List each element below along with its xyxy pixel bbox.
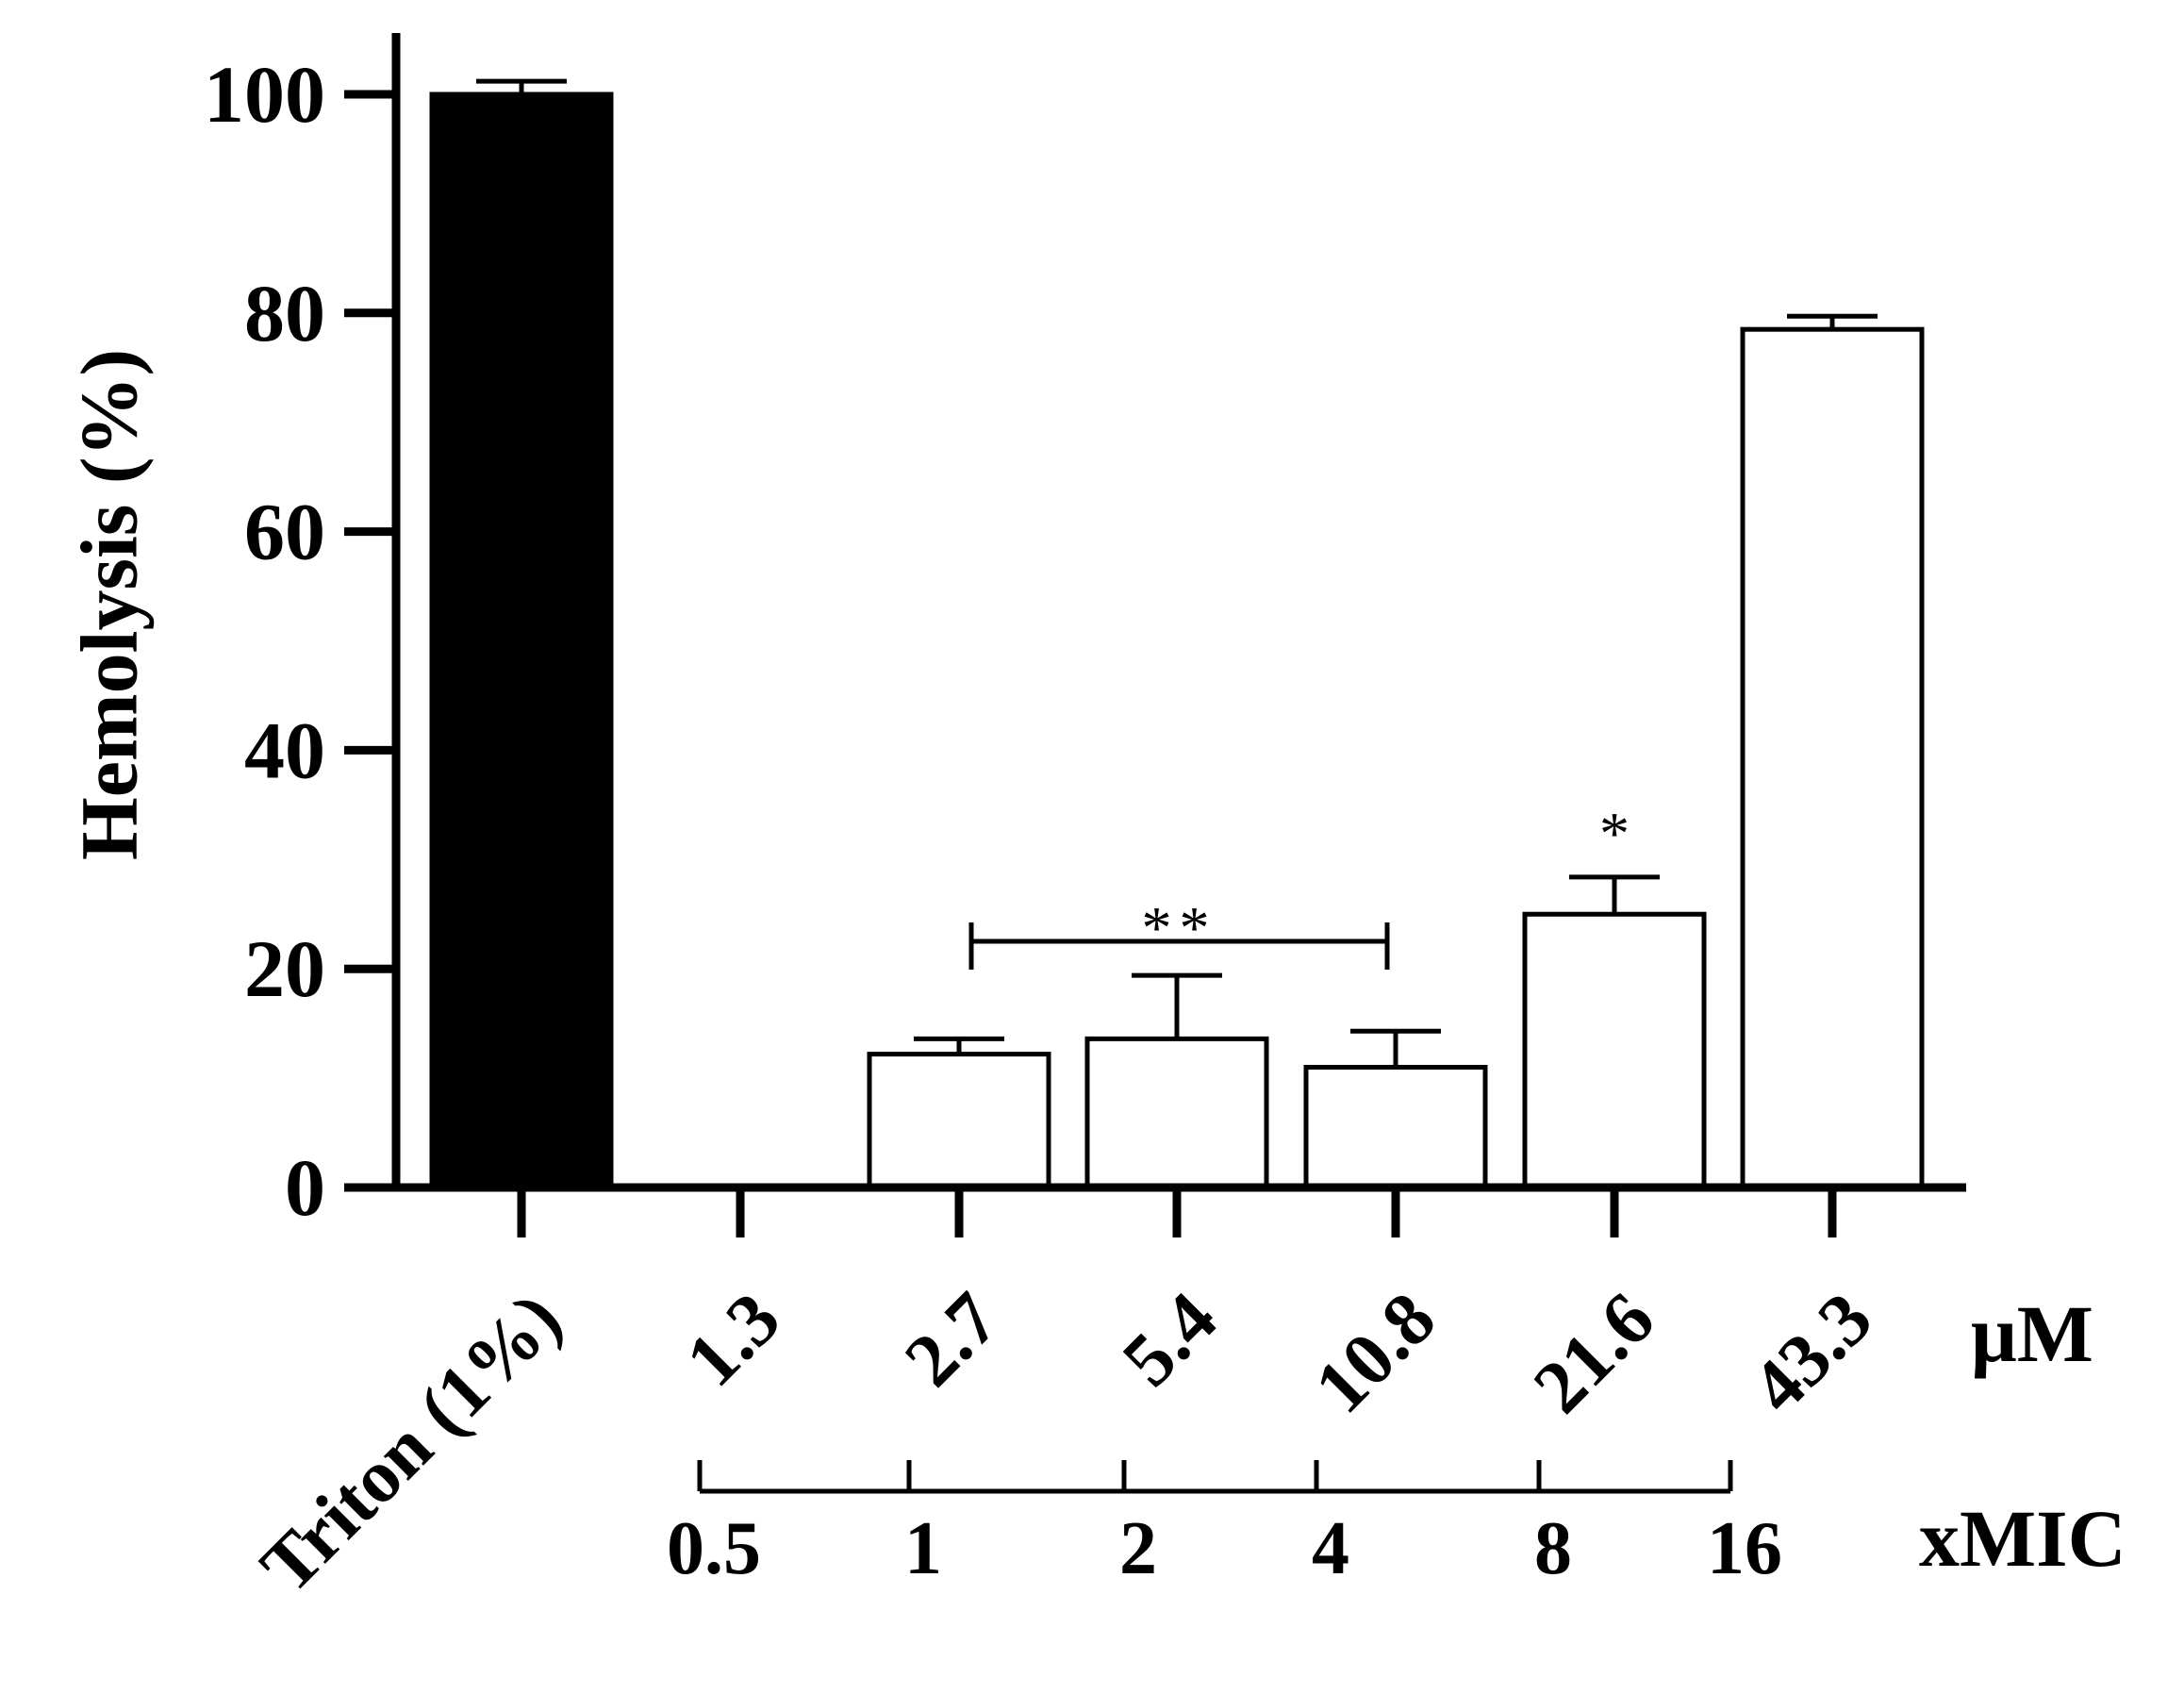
mic-tick-label: 16 (1707, 1507, 1782, 1590)
y-tick-label: 80 (244, 268, 325, 358)
y-axis-title: Hemolysis (%) (64, 349, 155, 860)
y-tick-label: 60 (244, 487, 325, 577)
annotations-layer: *** (968, 800, 1630, 970)
x-tick-label: 21.6 (1518, 1277, 1670, 1429)
y-tick-label: 0 (285, 1142, 325, 1233)
significance-label: * (1599, 800, 1630, 867)
x-unit-label: μM (1971, 1288, 2093, 1379)
bar-10.8 (1303, 1065, 1488, 1190)
y-tick-label: 20 (244, 923, 325, 1014)
significance-label: ** (1142, 894, 1217, 961)
mic-tick-label: 4 (1312, 1507, 1349, 1590)
y-tick-label: 100 (204, 49, 325, 140)
mic-tick-label: 1 (904, 1507, 942, 1590)
x-ticks-layer: Triton (1%) 1.3 2.7 5.4 10.8 21.6 43.3 (245, 1187, 1888, 1609)
x-tick-label: 10.8 (1299, 1277, 1451, 1429)
bar-21.6 (1522, 911, 1707, 1190)
x-tick-label: 1.3 (670, 1277, 796, 1403)
bar-2.7 (867, 1052, 1051, 1190)
bar-Triton (1%) (429, 91, 614, 1190)
y-ticks-layer: 0 20 40 60 80 100 (204, 49, 396, 1233)
bar-5.4 (1084, 1036, 1269, 1190)
y-tick-label: 40 (244, 705, 325, 795)
x-tick-label: 2.7 (889, 1277, 1015, 1403)
error-bars-layer (476, 78, 1878, 1068)
mic-tick-label: 8 (1534, 1507, 1572, 1590)
mic-axis-layer: 0.5 1 2 4 8 16 (667, 1460, 1782, 1590)
bars-layer (429, 91, 1925, 1190)
mic-tick-label: 0.5 (667, 1507, 761, 1590)
bar-43.3 (1740, 326, 1925, 1190)
mic-tick-label: 2 (1119, 1507, 1157, 1590)
x-tick-label: Triton (1%) (245, 1277, 577, 1609)
x-tick-label: 5.4 (1107, 1277, 1233, 1403)
x-tick-label: 43.3 (1736, 1277, 1888, 1429)
mic-axis-label: xMIC (1919, 1493, 2126, 1584)
